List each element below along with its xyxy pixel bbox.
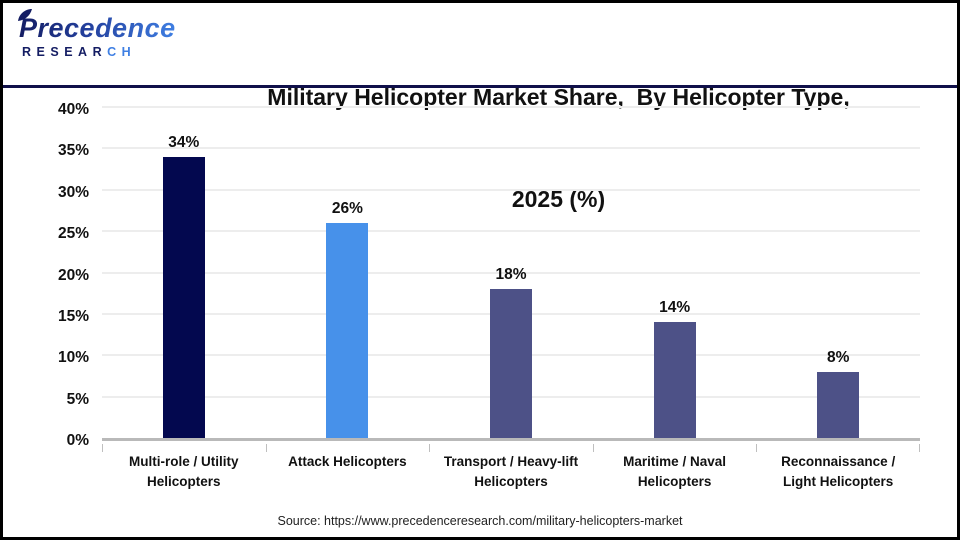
axis-tick (102, 444, 103, 452)
brand-subname-main: RESEAR (22, 45, 108, 59)
y-axis-label: 5% (66, 390, 89, 408)
header: Precedence RESEARCH Military Helicopter … (3, 3, 957, 212)
y-axis-label: 25% (57, 225, 89, 243)
bar (490, 289, 532, 438)
axis-tick (592, 444, 594, 452)
bar (653, 322, 696, 438)
brand-subname: RESEARCH (19, 46, 169, 59)
chart-title: Military Helicopter Market Share, By Hel… (168, 12, 949, 284)
bar (326, 222, 369, 438)
bar-value-label: 34% (168, 133, 200, 151)
bar-value-label: 18% (495, 266, 527, 284)
y-axis-label: 15% (57, 307, 89, 325)
bar-value-label: 14% (659, 299, 691, 317)
axis-tick (756, 444, 758, 452)
x-axis-label: Reconnaissance / Light Helicopters (781, 454, 896, 489)
gridline (102, 106, 920, 108)
y-axis: 0% 5% 10% 15% 20% 25% 30% 35% 40% (3, 101, 89, 449)
bar (817, 371, 860, 438)
gridline (102, 271, 920, 274)
bar-value-label: 26% (331, 199, 363, 217)
leaf-icon (18, 9, 32, 21)
brand-logo: Precedence RESEARCH (18, 9, 175, 59)
y-axis-label: 35% (57, 142, 89, 160)
y-axis-label: 10% (57, 349, 89, 367)
y-axis-label: 0% (66, 432, 89, 449)
gridline (102, 147, 920, 150)
axis-tick (265, 444, 267, 452)
x-axis-label: Maritime / Naval Helicopters (623, 454, 726, 489)
y-axis-label: 40% (57, 101, 89, 118)
x-axis: Multi-role / Utility Helicopters Attack H… (102, 452, 920, 492)
axis-tick (919, 444, 920, 452)
bar-value-label: 8% (826, 348, 850, 366)
bar (162, 156, 205, 438)
source-note: Source: https://www.precedenceresearch.c… (277, 514, 683, 528)
x-axis-label: Transport / Heavy-lift Helicopters (443, 454, 579, 489)
y-axis-label: 20% (57, 266, 89, 284)
plot-area: 34% 26% 18% 14% 8% (102, 106, 920, 452)
brand-subname-accent: CH (107, 45, 137, 59)
brand-name: Precedence (19, 13, 176, 43)
gridline (102, 230, 920, 233)
chart-title-line1: Military Helicopter Market Share, By Hel… (267, 84, 850, 110)
x-axis-label: Multi-role / Utility Helicopters (129, 454, 239, 489)
y-axis-label: 30% (57, 183, 89, 201)
gridline (102, 188, 920, 191)
axis-tick (429, 444, 431, 452)
x-axis-label: Attack Helicopters (288, 454, 407, 469)
